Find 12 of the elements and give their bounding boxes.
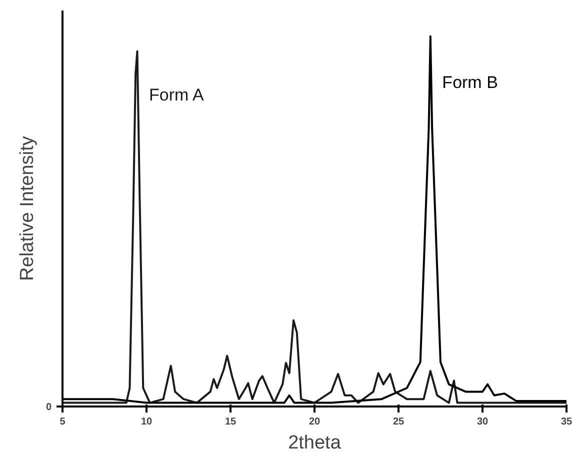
series-label: Form A (149, 86, 204, 105)
x-axis-title: 2theta (288, 432, 342, 454)
text: 0 (46, 402, 52, 413)
series-label: Form B (442, 72, 498, 92)
x-tick-label: 35 (560, 416, 572, 428)
x-tick-label: 5 (60, 416, 66, 428)
x-tick-label: 15 (224, 416, 236, 428)
x-tick-label: 10 (140, 416, 152, 428)
x-tick-label: 25 (392, 416, 404, 428)
x-tick-label: 30 (476, 416, 488, 428)
x-tick-label: 20 (308, 416, 320, 428)
y-axis-title: Relative Intensity (16, 136, 38, 281)
